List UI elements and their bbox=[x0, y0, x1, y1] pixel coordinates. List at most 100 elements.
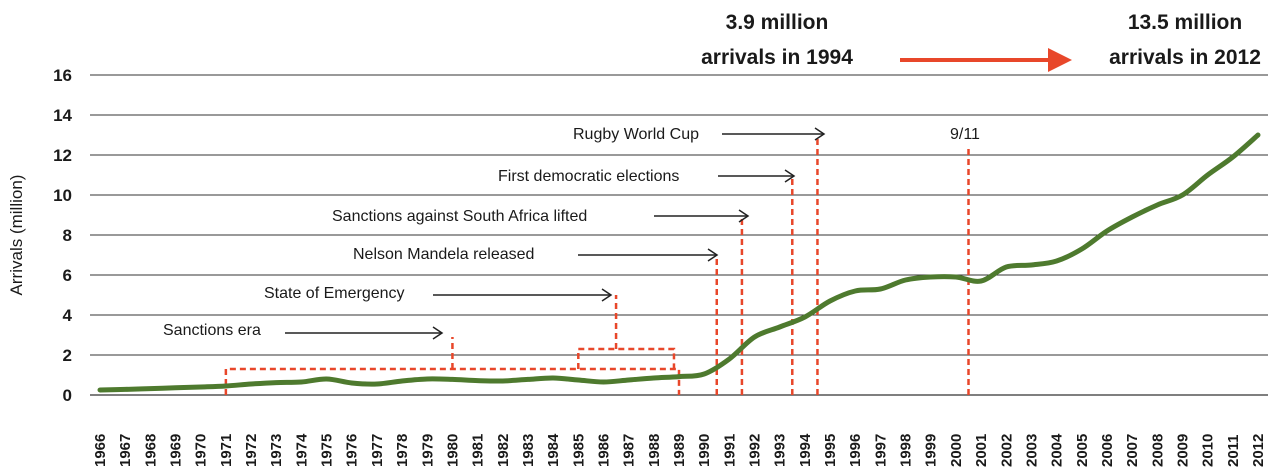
series-point bbox=[981, 281, 982, 282]
series-point bbox=[855, 291, 856, 292]
x-tick-label: 1980 bbox=[444, 434, 461, 467]
series-point bbox=[276, 382, 277, 383]
series-point bbox=[1081, 249, 1082, 250]
x-tick-label: 1973 bbox=[268, 434, 285, 467]
series-point bbox=[779, 327, 780, 328]
annotation-arrowhead-1 bbox=[601, 288, 613, 302]
x-tick-label: 2010 bbox=[1200, 434, 1217, 467]
y-tick-label: 6 bbox=[63, 266, 72, 285]
x-tick-label: 1990 bbox=[696, 434, 713, 467]
x-tick-label: 1978 bbox=[394, 434, 411, 467]
growth-arrow-icon bbox=[900, 48, 1072, 72]
x-tick-label: 1971 bbox=[218, 434, 235, 467]
annotation-arrowhead-2 bbox=[707, 248, 719, 262]
series-point bbox=[930, 277, 931, 278]
y-tick-label: 2 bbox=[63, 346, 72, 365]
x-tick-label: 1982 bbox=[495, 434, 512, 467]
state-of-emergency-bracket bbox=[577, 347, 676, 369]
x-tick-label: 1988 bbox=[646, 434, 663, 467]
x-tick-label: 1987 bbox=[621, 434, 638, 467]
x-tick-label: 1998 bbox=[898, 434, 915, 467]
series-point bbox=[477, 380, 478, 381]
series-line-0 bbox=[97, 132, 1261, 393]
highlight-1994-line1: 3.9 million bbox=[726, 11, 829, 34]
series-point bbox=[1207, 175, 1208, 176]
annotation-arrowhead-3 bbox=[738, 209, 750, 223]
y-tick-label: 10 bbox=[53, 186, 72, 205]
x-tick-label: 1972 bbox=[243, 434, 260, 467]
series-point bbox=[100, 390, 101, 391]
highlight-1994: 3.9 million arrivals in 1994 bbox=[701, 11, 853, 69]
x-tick-label: 1984 bbox=[545, 433, 562, 467]
x-tick-label: 1993 bbox=[772, 434, 789, 467]
series-point bbox=[1106, 231, 1107, 232]
annotation-arrowhead-4 bbox=[784, 169, 796, 183]
y-axis-label: Arrivals (million) bbox=[7, 175, 26, 296]
series-point bbox=[880, 289, 881, 290]
x-tick-label: 1974 bbox=[293, 433, 310, 467]
x-tick-label: 1994 bbox=[797, 433, 814, 467]
annotation-arrowhead-0 bbox=[432, 326, 444, 340]
x-tick-label: 2002 bbox=[998, 434, 1015, 467]
x-tick-label: 1976 bbox=[344, 434, 361, 467]
series-point bbox=[704, 374, 705, 375]
series-point bbox=[905, 280, 906, 281]
x-tick-label: 1968 bbox=[142, 434, 159, 467]
series-point bbox=[1182, 195, 1183, 196]
x-tick-label: 1967 bbox=[117, 434, 134, 467]
series-point bbox=[1157, 205, 1158, 206]
series-point bbox=[150, 388, 151, 389]
y-axis-ticks: 0 2 4 6 8 10 12 14 16 bbox=[53, 66, 72, 405]
series-point bbox=[754, 337, 755, 338]
series-point bbox=[427, 379, 428, 380]
series-point bbox=[830, 301, 831, 302]
x-tick-label: 1983 bbox=[520, 434, 537, 467]
series-point bbox=[1132, 217, 1133, 218]
x-tick-label: 2003 bbox=[1023, 434, 1040, 467]
x-axis-ticks: 1966 1967 1968 1969 1970 1971 1972 1973 1974 1975… bbox=[92, 433, 1267, 467]
x-tick-label: 1985 bbox=[570, 434, 587, 467]
y-tick-label: 16 bbox=[53, 66, 72, 85]
x-tick-label: 1979 bbox=[419, 434, 436, 467]
x-tick-label: 2006 bbox=[1099, 434, 1116, 467]
annotation-label-1: State of Emergency bbox=[264, 285, 405, 302]
x-tick-label: 2000 bbox=[948, 434, 965, 467]
y-tick-label: 8 bbox=[63, 226, 72, 245]
annotation-label-0: Sanctions era bbox=[163, 322, 261, 339]
y-tick-label: 14 bbox=[53, 106, 72, 125]
annotation-label-6: 9/11 bbox=[950, 126, 980, 143]
series-point bbox=[729, 359, 730, 360]
x-tick-label: 2005 bbox=[1074, 434, 1091, 467]
series-point bbox=[1056, 261, 1057, 262]
x-tick-label: 2001 bbox=[973, 434, 990, 467]
series-point bbox=[351, 383, 352, 384]
x-tick-label: 1966 bbox=[92, 434, 109, 467]
x-tick-label: 1997 bbox=[872, 434, 889, 467]
series-point bbox=[1006, 267, 1007, 268]
series-point bbox=[804, 317, 805, 318]
y-tick-label: 0 bbox=[63, 386, 72, 405]
x-tick-label: 1999 bbox=[923, 434, 940, 467]
x-tick-label: 1992 bbox=[747, 434, 764, 467]
series-point bbox=[251, 384, 252, 385]
series-point bbox=[402, 381, 403, 382]
highlight-2012: 13.5 million arrivals in 2012 bbox=[1109, 11, 1261, 69]
series-point bbox=[326, 379, 327, 380]
series-point bbox=[527, 379, 528, 380]
series-point bbox=[1258, 135, 1259, 136]
series-point bbox=[578, 380, 579, 381]
series-point bbox=[225, 386, 226, 387]
annotation-arrowhead-5 bbox=[814, 127, 826, 141]
x-tick-label: 2011 bbox=[1225, 434, 1242, 467]
x-tick-label: 1995 bbox=[822, 434, 839, 467]
x-tick-label: 1991 bbox=[721, 434, 738, 467]
series-point bbox=[955, 277, 956, 278]
x-tick-label: 1996 bbox=[847, 434, 864, 467]
x-tick-label: 2008 bbox=[1149, 434, 1166, 467]
series-point bbox=[376, 384, 377, 385]
annotation-label-3: Sanctions against South Africa lifted bbox=[332, 208, 587, 225]
x-tick-label: 2004 bbox=[1049, 433, 1066, 467]
grid-lines bbox=[90, 74, 1268, 396]
annotation-label-2: Nelson Mandela released bbox=[353, 246, 534, 263]
